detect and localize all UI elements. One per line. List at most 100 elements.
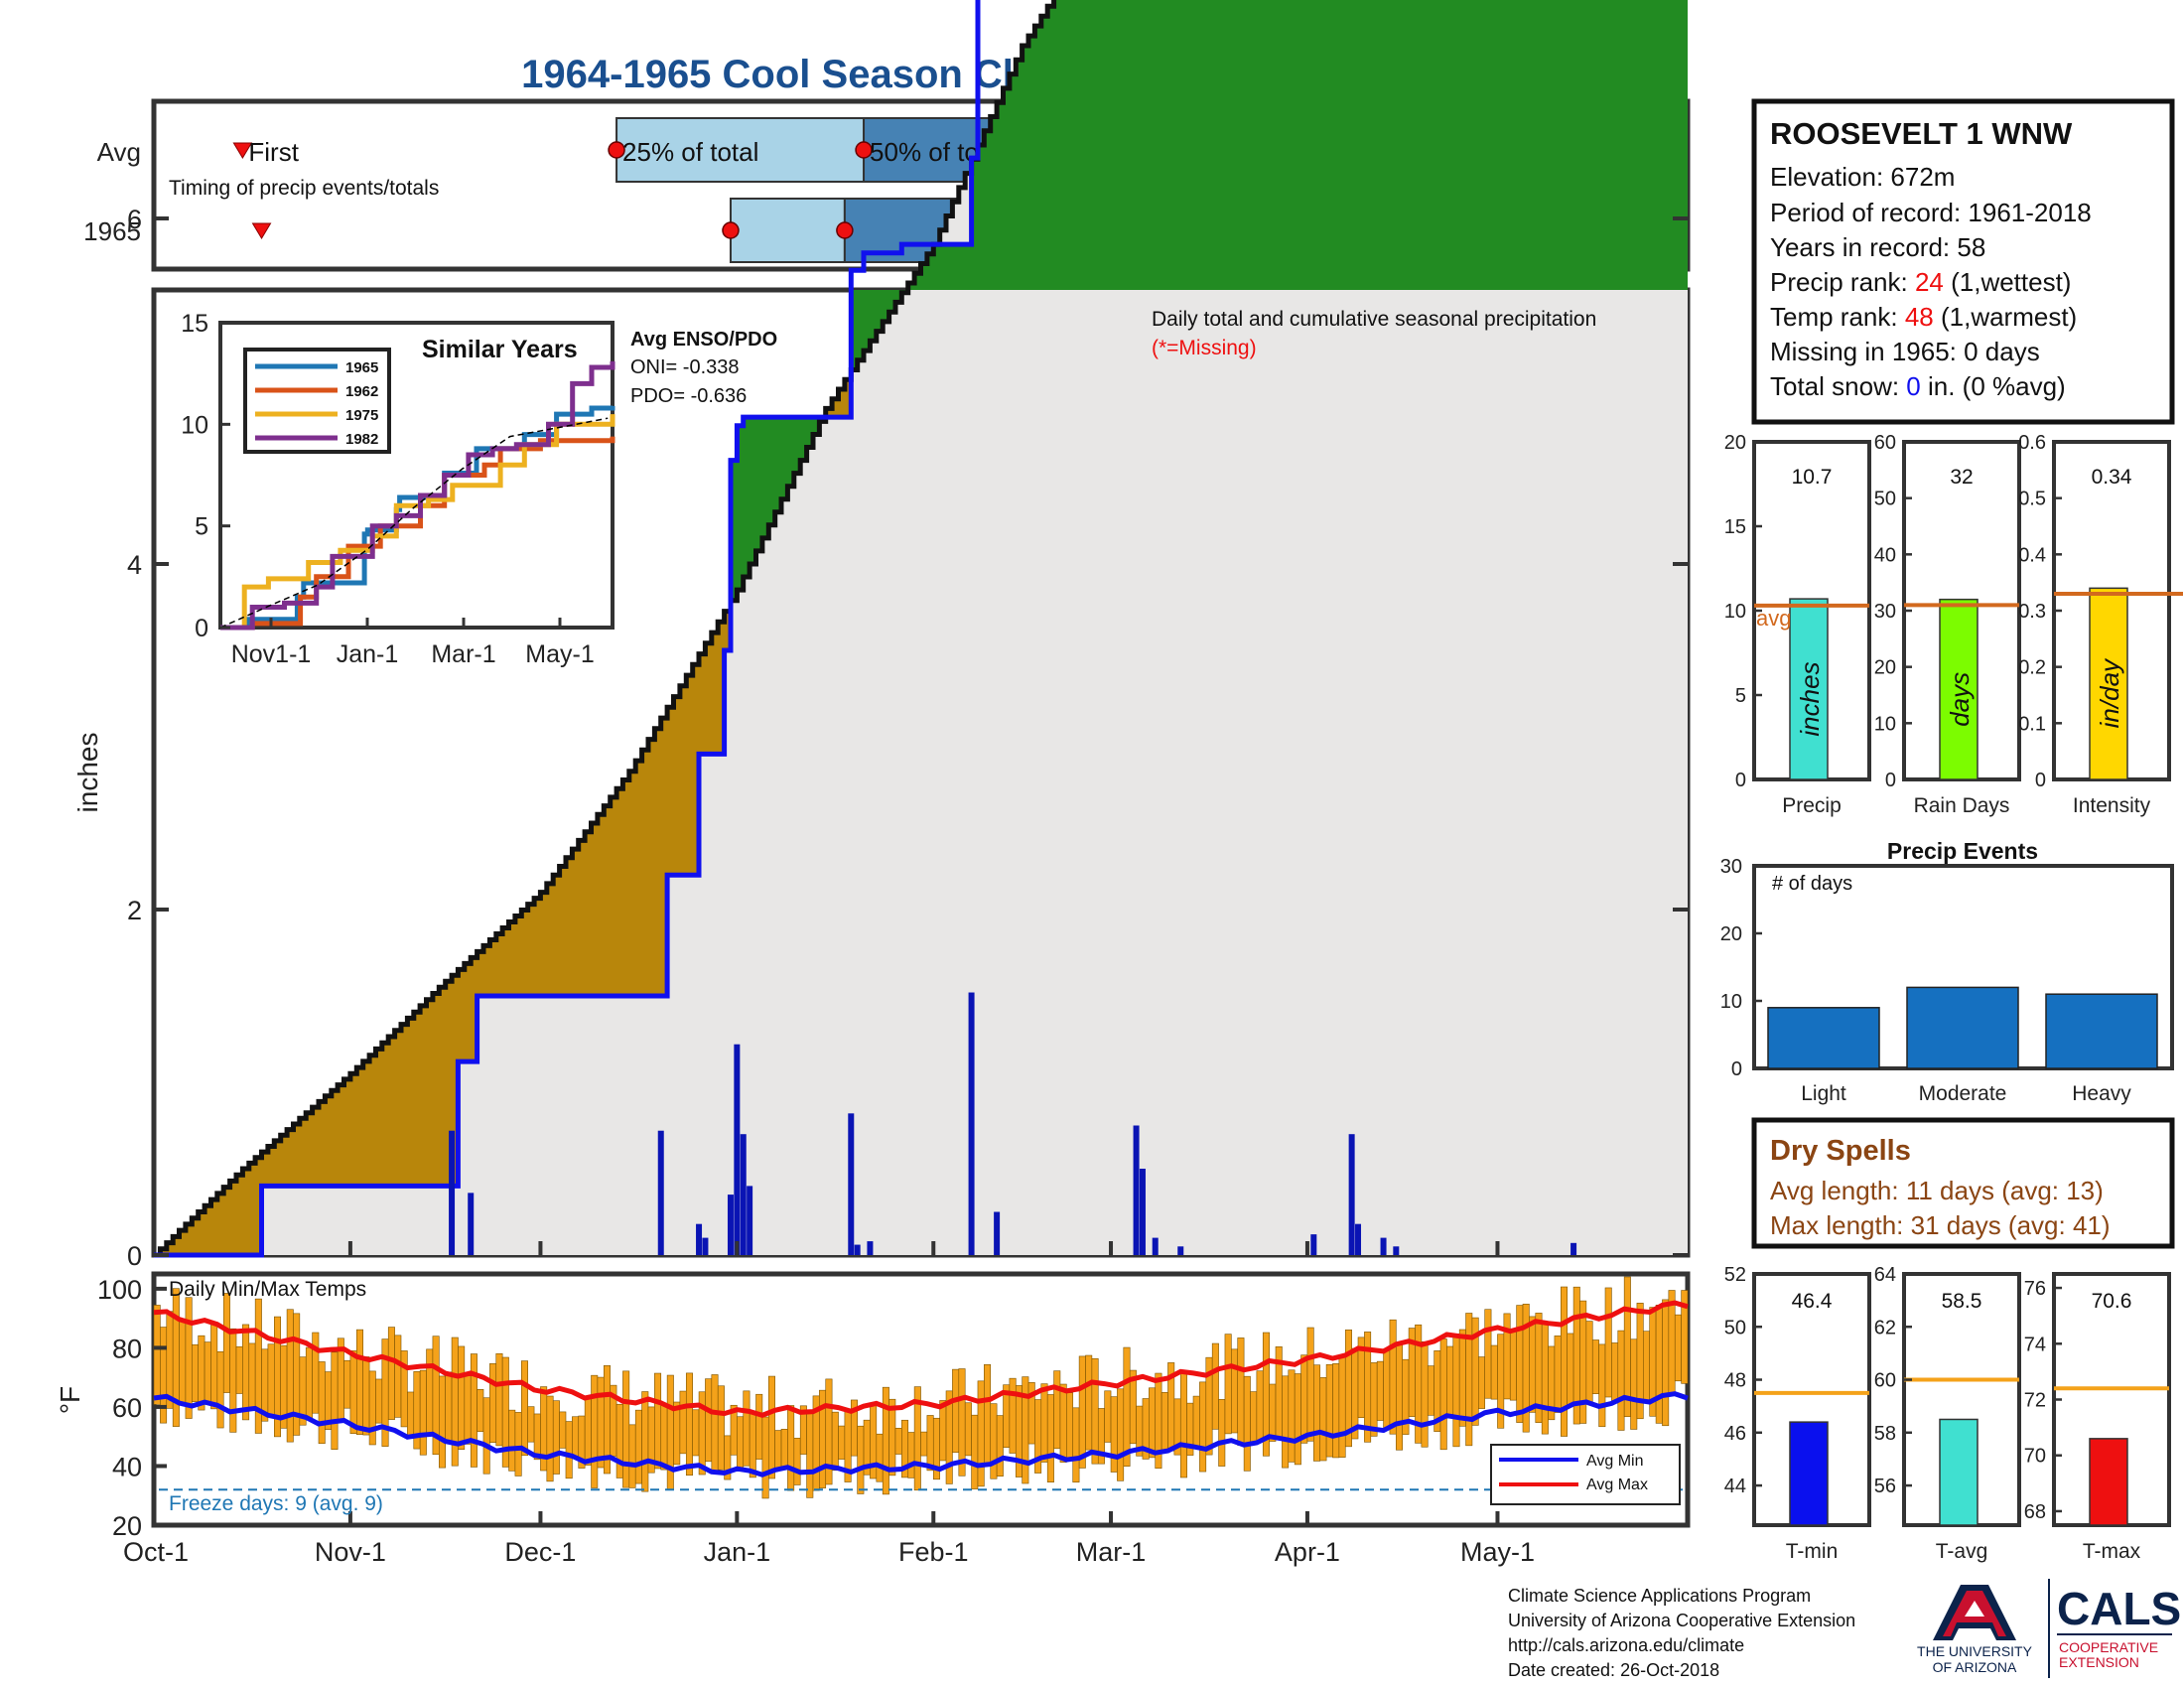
- temp-legend: [1490, 1444, 1681, 1505]
- daily-precip-bar: [727, 1195, 734, 1255]
- daily-temp-bar: [806, 1413, 814, 1498]
- daily-temp-bar: [737, 1416, 745, 1472]
- daily-temp-bar: [591, 1374, 599, 1488]
- daily-temp-bar: [1370, 1362, 1378, 1437]
- cumulative-precip-chart: 0246810 inches Daily total and cumulativ…: [72, 0, 1691, 1271]
- temp-panel-tick-label: 68: [2024, 1501, 2046, 1523]
- temp-panel-label-0: T-min: [1786, 1540, 1839, 1563]
- daily-precip-bar: [854, 1244, 861, 1255]
- daily-temp-bar: [153, 1305, 161, 1405]
- timing-year-dot-2: [836, 221, 854, 239]
- daily-temp-bar: [565, 1421, 573, 1479]
- daily-precip-bar: [994, 1211, 1001, 1255]
- daily-temp-bar: [1421, 1340, 1429, 1448]
- temp-ytick-label: 40: [112, 1452, 142, 1481]
- daily-precip-bar: [1355, 1223, 1362, 1255]
- precip-panel-value-1: 32: [1950, 466, 1973, 489]
- footer: Climate Science Applications Program Uni…: [1508, 1579, 2181, 1680]
- daily-temp-bar: [685, 1372, 693, 1477]
- daily-temp-bar: [1288, 1369, 1296, 1463]
- events-bars: 0 10 20 30 Light Moderate Heavy: [1720, 856, 2158, 1105]
- temp-panel-tick-label: 70: [2024, 1446, 2046, 1468]
- temp-panel-label-2: T-max: [2083, 1540, 2141, 1563]
- ua-logo-counter-icon: [1965, 1601, 1984, 1617]
- precip-panel-label-0: Precip: [1782, 794, 1842, 817]
- main-ytick-label: 0: [127, 1241, 142, 1271]
- daily-temp-bar: [1224, 1334, 1232, 1435]
- daily-temp-bar: [673, 1401, 681, 1466]
- daily-temp-bar: [939, 1400, 947, 1462]
- precip-panel-tick-label: 0.3: [2018, 601, 2046, 623]
- precip-panel-tick-label: 0: [1885, 770, 1896, 791]
- daily-temp-bar: [920, 1431, 928, 1457]
- legend-avg-min: Avg Min: [1586, 1453, 1644, 1470]
- main-legend-line1: Daily total and cumulative seasonal prec…: [1152, 308, 1596, 331]
- daily-temp-bar: [1192, 1395, 1200, 1448]
- daily-temp-bar: [198, 1335, 205, 1411]
- precip-panel-tick-label: 10: [1724, 601, 1746, 623]
- temp-plot-area: [153, 1276, 1689, 1499]
- daily-temp-bar: [615, 1403, 623, 1478]
- daily-temp-bar: [705, 1378, 713, 1463]
- temp-panel-tick-label: 52: [1724, 1264, 1746, 1286]
- ua-name-line2: OF ARIZONA: [1933, 1659, 2017, 1675]
- inset-legend-label-1982: 1982: [345, 431, 378, 448]
- daily-temp-bar: [1256, 1370, 1264, 1442]
- daily-temp-bar: [641, 1391, 649, 1492]
- daily-temp-bar: [894, 1427, 902, 1455]
- temp-panel-tick-label: 46: [1724, 1423, 1746, 1445]
- daily-temp-bar: [426, 1348, 434, 1435]
- daily-temp-bar: [743, 1390, 751, 1467]
- daily-temp-bar: [755, 1393, 763, 1460]
- inset-legend-label-1975: 1975: [345, 407, 378, 424]
- daily-temp-bar: [343, 1359, 351, 1409]
- inset-plot-area: 0 5 10 15 Nov1-1 Jan-1 Mar-1 May-1: [181, 310, 615, 668]
- avg-max-line: [153, 1300, 1689, 1418]
- daily-temp-bar: [1591, 1339, 1599, 1394]
- temp-panel-bar-1: [1939, 1418, 1979, 1526]
- daily-temp-bar: [1396, 1342, 1404, 1451]
- daily-temp-bar: [216, 1351, 224, 1429]
- daily-temp-bar: [857, 1425, 865, 1494]
- daily-temp-bar: [1604, 1287, 1612, 1398]
- daily-temp-bar: [1681, 1290, 1689, 1384]
- daily-temp-bar: [242, 1324, 250, 1421]
- daily-temp-bar: [489, 1363, 497, 1444]
- daily-temp-bar: [1104, 1390, 1112, 1443]
- inset-ytick-label: 15: [181, 310, 208, 338]
- precip-panel-bar-0: [1789, 598, 1829, 780]
- precip-summary-panels: 10.7 inches 0 5 10 15 20 Precip 32 days 0 10 20 30 40 5…: [1724, 432, 2183, 817]
- temp-ytick-label: 80: [112, 1334, 142, 1363]
- footer-url: http://cals.arizona.edu/climate: [1508, 1635, 1744, 1655]
- daily-temp-bar: [1179, 1371, 1187, 1478]
- temp-panel-tick-label: 64: [1874, 1264, 1896, 1286]
- events-tick-label: 30: [1720, 856, 1742, 878]
- daily-temp-bar: [1478, 1356, 1486, 1409]
- xtick-label: Apr-1: [1275, 1537, 1340, 1567]
- dry-spells-box: Dry Spells Avg length: 11 days (avg: 13)…: [1751, 1117, 2175, 1249]
- temp-panel-tick-label: 58: [1874, 1423, 1896, 1445]
- daily-temp-bar: [1446, 1345, 1454, 1415]
- daily-temp-bar: [495, 1352, 503, 1447]
- station-years: Years in record: 58: [1770, 232, 1985, 262]
- daily-precip-bar: [740, 1134, 747, 1255]
- daily-temp-bar: [1313, 1364, 1321, 1462]
- precip-panel-bar-2: [2089, 587, 2128, 780]
- daily-temp-bar: [1452, 1334, 1460, 1448]
- ua-name-line1: THE UNIVERSITY: [1917, 1643, 2033, 1659]
- daily-temp-bar: [1427, 1365, 1434, 1416]
- inset-series-avg: [219, 417, 609, 629]
- temp-panel-tick-label: 74: [2024, 1334, 2046, 1355]
- daily-temp-bar: [229, 1328, 237, 1433]
- daily-temp-bar: [787, 1405, 795, 1491]
- daily-precip-bar: [1310, 1234, 1317, 1255]
- avg-cumulative-line: [154, 0, 1057, 1258]
- temp-panel-bar-0: [1789, 1421, 1829, 1526]
- timing-year-dot-1: [722, 221, 740, 239]
- daily-temp-bar: [838, 1425, 846, 1460]
- xtick-label: Nov-1: [315, 1537, 386, 1567]
- daily-temp-bar: [451, 1336, 459, 1467]
- daily-temp-bar: [204, 1341, 211, 1403]
- daily-temp-bar: [1231, 1348, 1239, 1434]
